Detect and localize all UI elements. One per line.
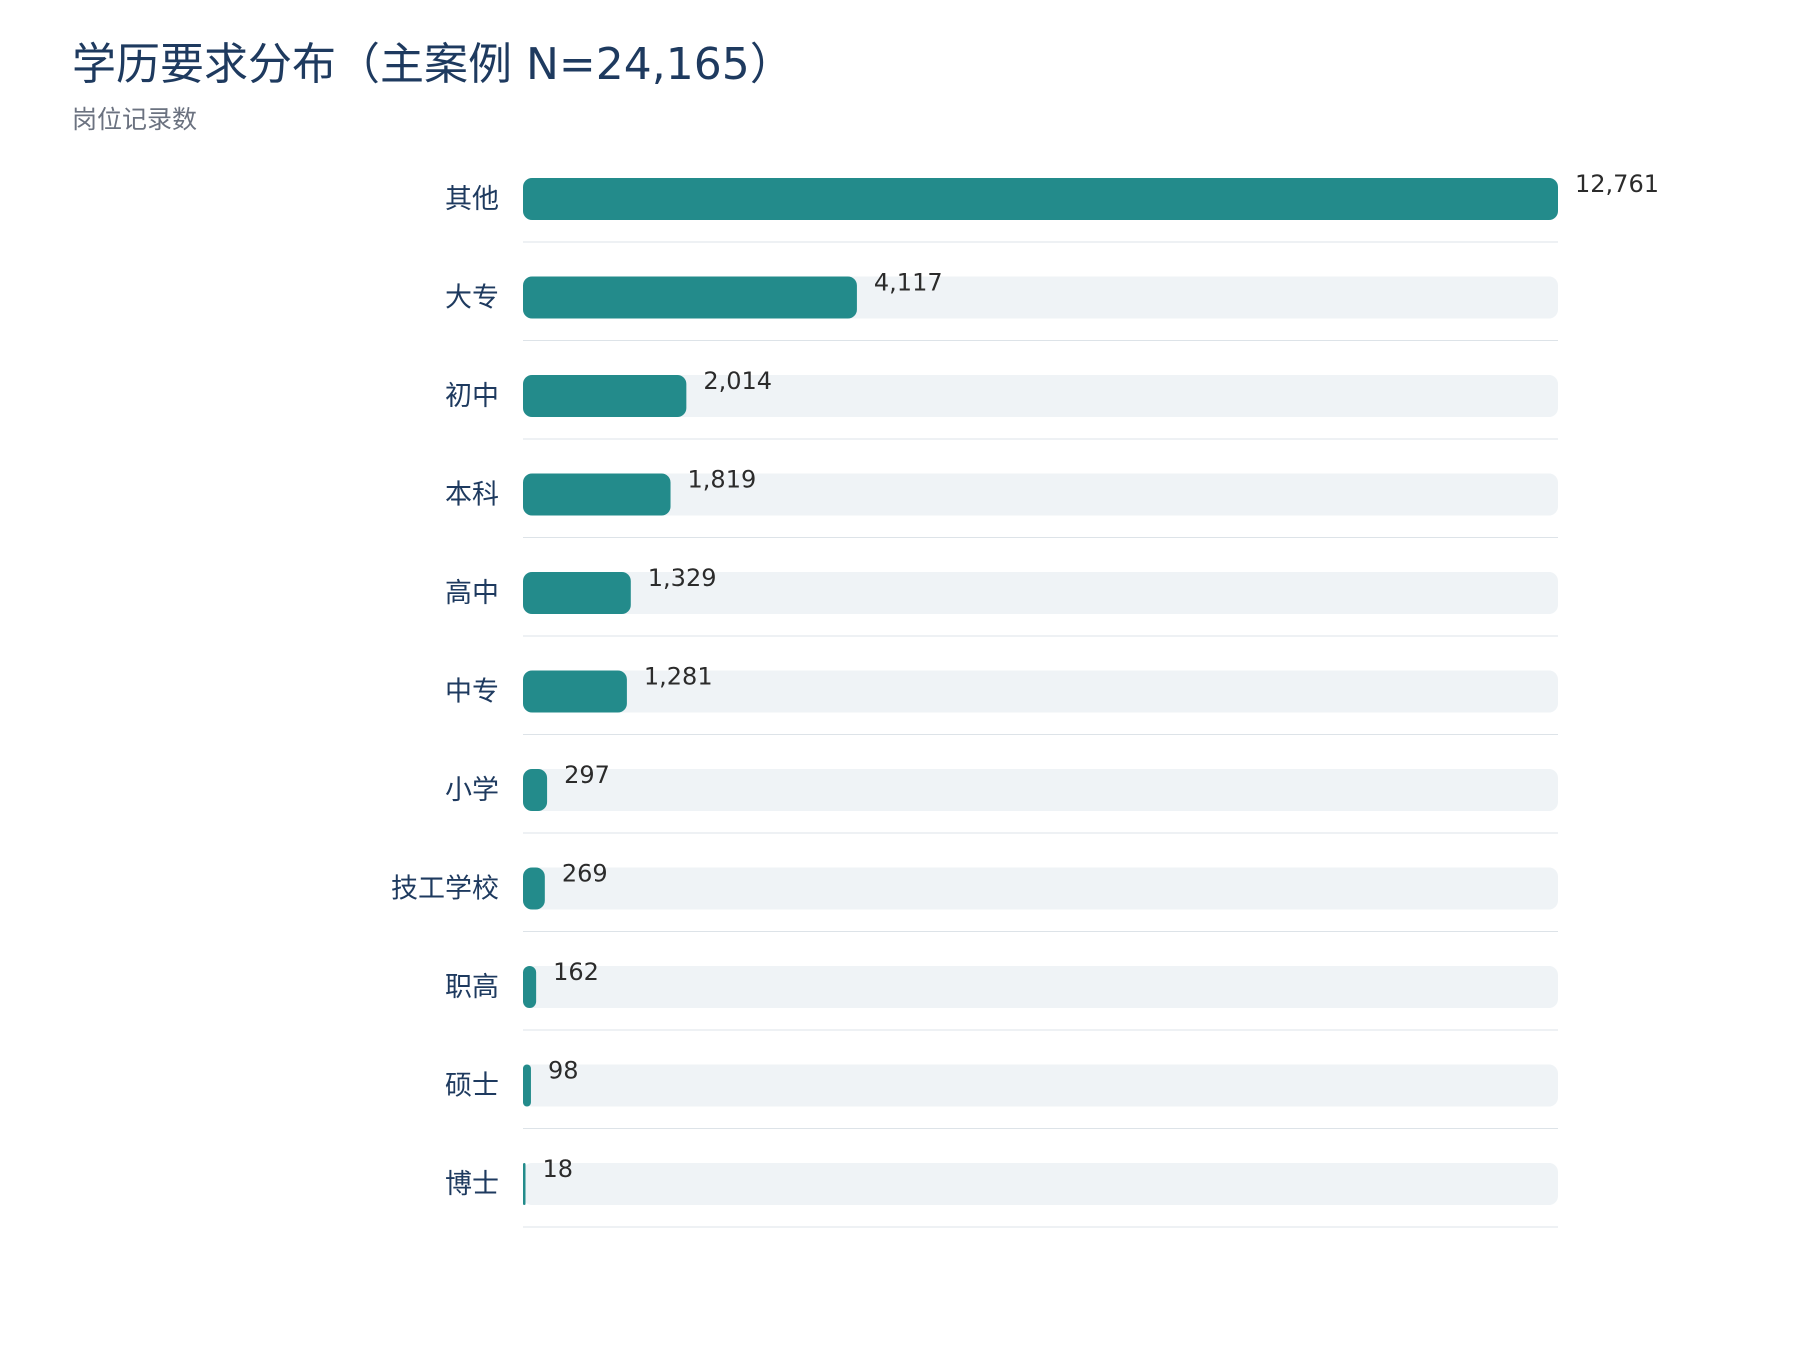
category-label: 初中 xyxy=(445,381,499,412)
bar-track xyxy=(523,1163,1558,1205)
bar-8 xyxy=(523,966,537,1008)
value-label: 2,014 xyxy=(703,367,772,395)
value-label: 98 xyxy=(548,1057,579,1085)
value-label: 1,819 xyxy=(688,466,757,494)
bar-5 xyxy=(523,670,627,713)
bar-track xyxy=(523,1064,1558,1107)
bar-2 xyxy=(523,375,687,417)
bar-9 xyxy=(523,1064,531,1107)
bar-track xyxy=(523,670,1558,713)
bar-4 xyxy=(523,572,631,614)
value-label: 1,281 xyxy=(644,663,713,691)
category-label: 中专 xyxy=(445,677,499,708)
category-label: 硕士 xyxy=(445,1071,499,1102)
value-label: 12,761 xyxy=(1575,170,1659,198)
value-label: 269 xyxy=(562,860,608,888)
bar-6 xyxy=(523,769,548,811)
category-label: 小学 xyxy=(445,775,499,806)
value-label: 162 xyxy=(553,958,599,986)
bar-0 xyxy=(523,178,1558,220)
value-label: 18 xyxy=(543,1155,574,1183)
category-label: 高中 xyxy=(445,578,499,609)
bar-3 xyxy=(523,473,671,516)
bar-track xyxy=(523,375,1558,417)
bar-track xyxy=(523,473,1558,516)
chart-title: 学历要求分布（主案例 N=24,165） xyxy=(72,39,794,90)
category-label: 本科 xyxy=(445,480,499,511)
chart-subtitle: 岗位记录数 xyxy=(72,105,198,134)
category-label: 职高 xyxy=(445,972,499,1003)
bar-track xyxy=(523,769,1558,811)
bar-7 xyxy=(523,867,545,910)
bar-track xyxy=(523,867,1558,910)
category-label: 其他 xyxy=(445,184,499,215)
value-label: 1,329 xyxy=(648,564,717,592)
category-label: 技工学校 xyxy=(391,874,499,905)
bar-track xyxy=(523,966,1558,1008)
value-label: 297 xyxy=(564,761,610,789)
category-label: 博士 xyxy=(445,1169,499,1200)
bar-1 xyxy=(523,276,857,319)
bar-10 xyxy=(523,1163,526,1205)
value-label: 4,117 xyxy=(874,269,943,297)
bar-track xyxy=(523,572,1558,614)
category-label: 大专 xyxy=(445,283,499,314)
